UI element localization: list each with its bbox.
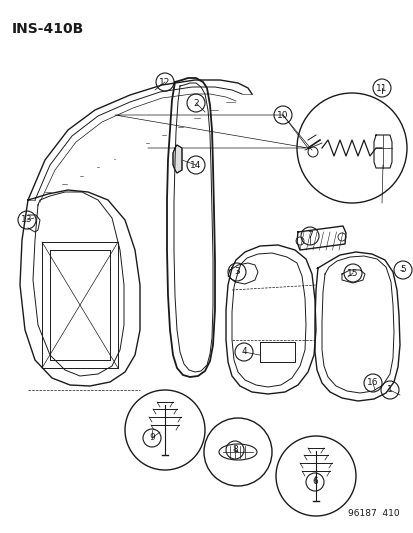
Text: 1: 1 bbox=[386, 385, 392, 394]
Text: 3: 3 bbox=[234, 268, 239, 277]
Text: 9: 9 bbox=[149, 433, 154, 442]
Text: 4: 4 bbox=[241, 348, 246, 357]
Text: 7: 7 bbox=[306, 231, 312, 240]
Text: 5: 5 bbox=[399, 265, 405, 274]
Text: 96187  410: 96187 410 bbox=[347, 509, 399, 518]
Text: 13: 13 bbox=[21, 215, 33, 224]
Polygon shape bbox=[173, 145, 182, 173]
Text: 2: 2 bbox=[193, 99, 198, 108]
Text: 16: 16 bbox=[366, 378, 378, 387]
Text: 10: 10 bbox=[277, 110, 288, 119]
Text: 11: 11 bbox=[375, 84, 387, 93]
Text: INS-410B: INS-410B bbox=[12, 22, 84, 36]
Text: 6: 6 bbox=[311, 478, 317, 487]
Text: 15: 15 bbox=[347, 269, 358, 278]
Text: 8: 8 bbox=[232, 446, 237, 455]
Text: 14: 14 bbox=[190, 160, 201, 169]
Text: 12: 12 bbox=[159, 77, 170, 86]
